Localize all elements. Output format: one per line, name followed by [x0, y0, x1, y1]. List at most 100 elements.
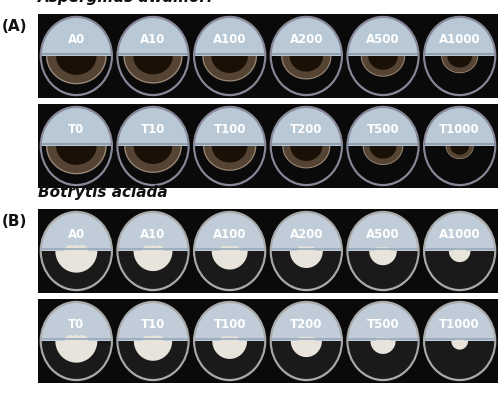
Text: T0: T0	[68, 318, 84, 331]
Bar	[38, 104, 498, 188]
PathPatch shape	[56, 251, 98, 273]
Circle shape	[77, 245, 88, 256]
PathPatch shape	[361, 56, 405, 77]
Ellipse shape	[346, 301, 420, 381]
Ellipse shape	[40, 211, 113, 291]
Ellipse shape	[423, 16, 496, 96]
PathPatch shape	[271, 251, 342, 290]
Text: T1000: T1000	[440, 318, 480, 331]
PathPatch shape	[271, 212, 342, 251]
PathPatch shape	[424, 107, 495, 146]
Ellipse shape	[346, 211, 420, 291]
PathPatch shape	[41, 302, 112, 341]
PathPatch shape	[118, 17, 188, 56]
PathPatch shape	[41, 107, 112, 146]
PathPatch shape	[362, 146, 404, 165]
PathPatch shape	[348, 56, 418, 95]
Text: A100: A100	[213, 228, 246, 241]
PathPatch shape	[41, 56, 112, 95]
Text: A500: A500	[366, 228, 400, 241]
Ellipse shape	[116, 301, 190, 381]
Circle shape	[64, 245, 76, 256]
PathPatch shape	[424, 212, 495, 251]
PathPatch shape	[118, 302, 188, 341]
Bar	[38, 14, 498, 98]
PathPatch shape	[441, 56, 478, 73]
PathPatch shape	[124, 56, 182, 84]
PathPatch shape	[424, 56, 495, 95]
PathPatch shape	[442, 56, 478, 72]
PathPatch shape	[271, 56, 342, 95]
Bar	[38, 209, 498, 293]
PathPatch shape	[424, 302, 495, 341]
PathPatch shape	[448, 56, 472, 68]
PathPatch shape	[282, 146, 331, 169]
PathPatch shape	[118, 56, 188, 95]
PathPatch shape	[194, 107, 265, 146]
PathPatch shape	[118, 107, 188, 146]
PathPatch shape	[125, 56, 181, 82]
Ellipse shape	[423, 211, 496, 291]
Circle shape	[154, 336, 164, 345]
Text: A0: A0	[68, 228, 85, 241]
PathPatch shape	[290, 146, 322, 161]
Circle shape	[458, 339, 462, 343]
PathPatch shape	[194, 251, 265, 290]
PathPatch shape	[202, 56, 257, 81]
PathPatch shape	[41, 251, 112, 290]
PathPatch shape	[450, 146, 469, 155]
Circle shape	[71, 245, 82, 256]
Circle shape	[454, 248, 459, 253]
PathPatch shape	[134, 341, 172, 361]
Text: T500: T500	[366, 123, 400, 136]
Circle shape	[225, 246, 234, 255]
Text: T200: T200	[290, 318, 322, 331]
Text: A200: A200	[290, 33, 323, 46]
Text: Botrytis aclada: Botrytis aclada	[38, 185, 168, 200]
Text: (B): (B)	[2, 214, 28, 229]
PathPatch shape	[348, 212, 418, 251]
Ellipse shape	[193, 301, 266, 381]
Circle shape	[376, 338, 382, 344]
PathPatch shape	[282, 56, 331, 78]
Circle shape	[460, 248, 466, 253]
PathPatch shape	[134, 146, 172, 164]
Circle shape	[225, 336, 234, 345]
Ellipse shape	[423, 301, 496, 381]
Circle shape	[71, 335, 82, 346]
Ellipse shape	[116, 106, 190, 186]
PathPatch shape	[424, 17, 495, 56]
Circle shape	[298, 336, 306, 345]
PathPatch shape	[364, 146, 403, 164]
Text: T100: T100	[214, 318, 246, 331]
PathPatch shape	[41, 212, 112, 251]
Text: A0: A0	[68, 33, 85, 46]
Ellipse shape	[270, 106, 343, 186]
Circle shape	[220, 246, 229, 255]
PathPatch shape	[203, 146, 256, 171]
PathPatch shape	[126, 146, 180, 172]
PathPatch shape	[212, 341, 247, 359]
Text: T100: T100	[214, 123, 246, 136]
PathPatch shape	[41, 341, 112, 380]
Circle shape	[148, 246, 158, 255]
PathPatch shape	[56, 146, 96, 165]
Ellipse shape	[40, 16, 113, 96]
Circle shape	[307, 246, 316, 255]
PathPatch shape	[118, 251, 188, 290]
PathPatch shape	[424, 341, 495, 380]
Circle shape	[154, 246, 164, 255]
PathPatch shape	[290, 251, 323, 268]
PathPatch shape	[290, 341, 322, 357]
Text: (A): (A)	[2, 19, 28, 34]
PathPatch shape	[41, 17, 112, 56]
Ellipse shape	[346, 16, 420, 96]
PathPatch shape	[271, 17, 342, 56]
Ellipse shape	[40, 106, 113, 186]
Circle shape	[460, 339, 464, 343]
Text: A1000: A1000	[439, 228, 480, 241]
PathPatch shape	[368, 56, 398, 70]
PathPatch shape	[194, 56, 265, 95]
PathPatch shape	[348, 341, 418, 380]
PathPatch shape	[271, 341, 342, 380]
